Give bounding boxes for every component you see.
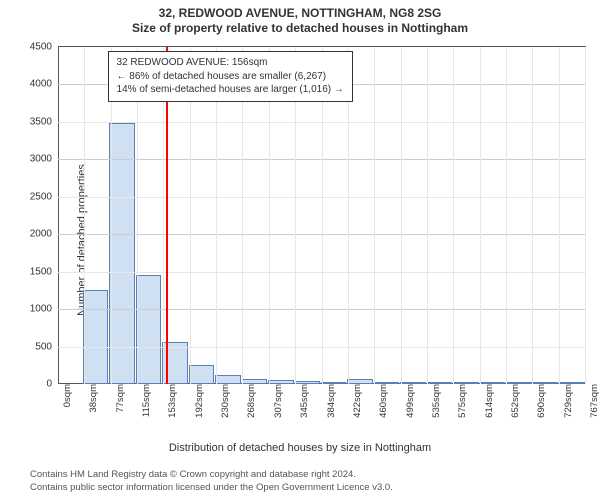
x-tick-label: 767sqm: [585, 384, 600, 418]
x-tick-label: 729sqm: [559, 384, 574, 418]
x-tick-label: 422sqm: [348, 384, 363, 418]
annotation-box: 32 REDWOOD AVENUE: 156sqm← 86% of detach…: [108, 51, 353, 102]
x-tick-label: 499sqm: [401, 384, 416, 418]
chart: Number of detached properties 32 REDWOOD…: [0, 40, 600, 440]
x-tick-label: 115sqm: [137, 384, 152, 417]
y-tick-label: 500: [35, 341, 58, 352]
y-tick-label: 4000: [30, 79, 58, 90]
x-tick-label: 384sqm: [322, 384, 337, 418]
histogram-bar: [215, 375, 240, 384]
gridline-v: [585, 47, 586, 384]
histogram-bar: [189, 365, 214, 384]
gridline-v: [506, 47, 507, 384]
x-tick-label: 192sqm: [190, 384, 205, 418]
title-line-2: Size of property relative to detached ho…: [0, 21, 600, 36]
gridline-v: [532, 47, 533, 384]
gridline-v: [401, 47, 402, 384]
x-tick-label: 460sqm: [374, 384, 389, 418]
gridline-v: [559, 47, 560, 384]
title-block: 32, REDWOOD AVENUE, NOTTINGHAM, NG8 2SG …: [0, 0, 600, 36]
footer-line-2: Contains public sector information licen…: [30, 482, 590, 494]
x-tick-label: 345sqm: [295, 384, 310, 418]
annotation-line: 14% of semi-detached houses are larger (…: [117, 83, 344, 97]
plot-area: 32 REDWOOD AVENUE: 156sqm← 86% of detach…: [58, 46, 586, 384]
histogram-bar: [136, 275, 161, 384]
x-tick-label: 0sqm: [58, 384, 73, 407]
y-tick-label: 2500: [30, 191, 58, 202]
y-tick-label: 3500: [30, 116, 58, 127]
gridline-v: [480, 47, 481, 384]
x-tick-label: 268sqm: [242, 384, 257, 418]
x-tick-label: 153sqm: [163, 384, 178, 418]
x-tick-label: 690sqm: [532, 384, 547, 418]
gridline-v: [84, 47, 85, 384]
x-tick-label: 77sqm: [111, 384, 126, 413]
x-tick-label: 307sqm: [269, 384, 284, 418]
y-tick-label: 1000: [30, 304, 58, 315]
x-tick-label: 230sqm: [216, 384, 231, 418]
x-axis-label: Distribution of detached houses by size …: [0, 442, 600, 454]
y-tick-label: 0: [46, 379, 58, 390]
footer: Contains HM Land Registry data © Crown c…: [30, 469, 590, 494]
y-tick-label: 4500: [30, 42, 58, 53]
annotation-line: ← 86% of detached houses are smaller (6,…: [117, 70, 344, 84]
gridline-v: [453, 47, 454, 384]
x-tick-label: 38sqm: [84, 384, 99, 413]
plot-inner: 32 REDWOOD AVENUE: 156sqm← 86% of detach…: [58, 46, 586, 384]
footer-line-1: Contains HM Land Registry data © Crown c…: [30, 469, 590, 481]
x-tick-label: 652sqm: [506, 384, 521, 418]
histogram-bar: [83, 290, 108, 384]
x-tick-label: 575sqm: [453, 384, 468, 418]
annotation-line: 32 REDWOOD AVENUE: 156sqm: [117, 56, 344, 70]
gridline-v: [427, 47, 428, 384]
y-tick-label: 3000: [30, 154, 58, 165]
title-line-1: 32, REDWOOD AVENUE, NOTTINGHAM, NG8 2SG: [0, 6, 600, 21]
gridline-v: [374, 47, 375, 384]
x-tick-label: 535sqm: [427, 384, 442, 418]
histogram-bar: [109, 123, 134, 384]
y-tick-label: 1500: [30, 266, 58, 277]
x-tick-label: 614sqm: [480, 384, 495, 418]
y-tick-label: 2000: [30, 229, 58, 240]
